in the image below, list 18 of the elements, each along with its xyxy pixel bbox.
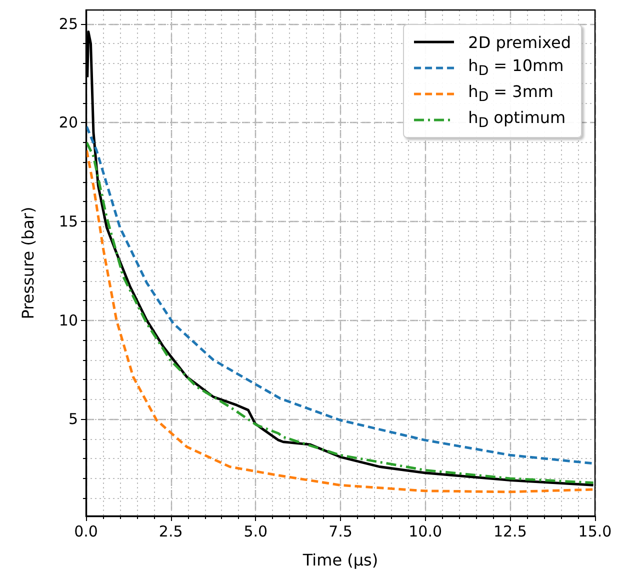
x-tick-label: 0.0 — [74, 522, 98, 540]
y-tick-label: 15 — [58, 212, 78, 230]
x-axis-title: Time (µs) — [302, 550, 378, 570]
x-tick-label: 10.0 — [408, 522, 442, 540]
x-tick-label: 15.0 — [578, 522, 612, 540]
legend-label: 2D premixed — [468, 32, 571, 52]
y-tick-label: 10 — [58, 311, 78, 330]
y-tick-label: 20 — [58, 114, 78, 132]
x-tick-label: 7.5 — [328, 522, 352, 540]
x-tick-label: 2.5 — [158, 522, 183, 540]
y-tick-label: 5 — [68, 410, 78, 428]
y-tick-label: 25 — [58, 14, 78, 33]
legend-label: h$_{D}$ optimum — [468, 108, 566, 132]
y-axis-title: Pressure (bar) — [18, 206, 38, 320]
legend-label: h$_{D}$ = 3mm — [468, 82, 554, 106]
legend-label: h$_{D}$ = 10mm — [468, 56, 564, 80]
x-tick-label: 5.0 — [244, 522, 268, 540]
x-tick-label: 12.5 — [493, 522, 527, 540]
